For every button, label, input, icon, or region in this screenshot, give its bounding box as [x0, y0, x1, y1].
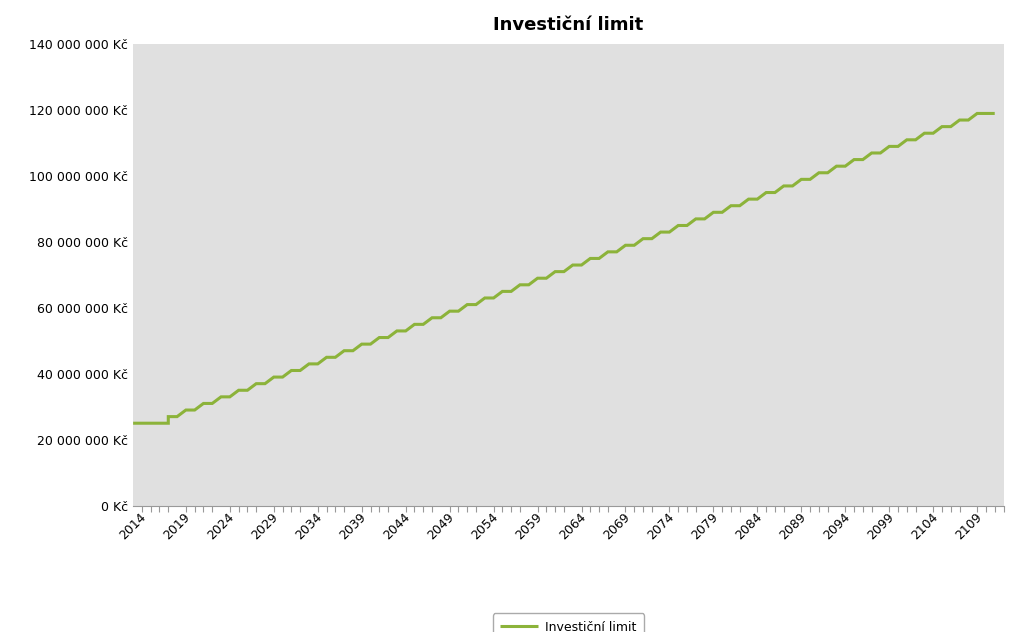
Investiční limit	[988, 110, 1000, 118]
Legend: Investiční limit: Investiční limit	[493, 613, 644, 632]
Investiční limit	[971, 110, 983, 118]
Investiční limit	[127, 420, 139, 427]
Title: Investiční limit: Investiční limit	[494, 16, 643, 34]
Investiční limit	[365, 340, 377, 348]
Investiční limit	[206, 399, 218, 407]
Investiční limit	[566, 261, 579, 269]
Line: Investiční limit: Investiční limit	[133, 114, 994, 423]
Investiční limit	[628, 241, 640, 249]
Investiční limit	[171, 413, 183, 420]
Investiční limit	[796, 176, 808, 183]
